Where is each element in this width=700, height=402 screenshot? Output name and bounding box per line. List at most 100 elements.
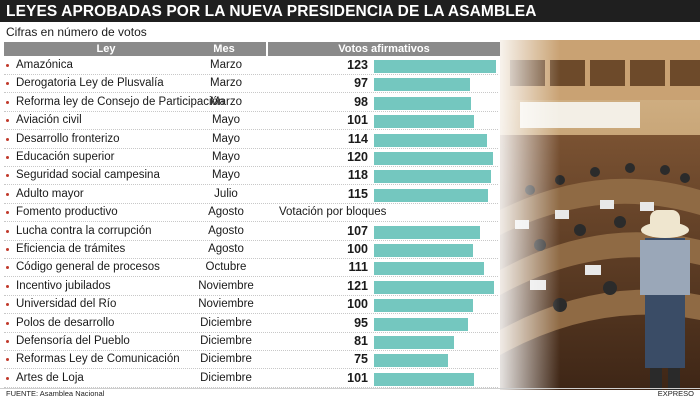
table-row: Incentivo jubilados Noviembre 121 (4, 278, 498, 296)
vote-count: 121 (347, 278, 368, 293)
law-name: Artes de Loja (16, 371, 84, 384)
law-name: Defensoría del Pueblo (16, 335, 130, 347)
month-label: Marzo (210, 77, 242, 90)
vote-bar (374, 336, 455, 349)
row-separator (4, 202, 498, 204)
vote-bar (374, 78, 471, 92)
row-separator (4, 221, 498, 223)
month-label: Agosto (208, 206, 244, 219)
vote-count: 120 (347, 150, 368, 164)
table-row: Eficiencia de trámites Agosto 100 (4, 241, 498, 259)
month-label: Mayo (211, 132, 241, 145)
vote-count: 118 (347, 168, 368, 183)
table-row: Amazónica Marzo 123 (4, 57, 498, 75)
vote-count: 100 (347, 242, 368, 256)
vote-count: 123 (347, 58, 368, 72)
row-separator (4, 239, 498, 241)
bullet-icon (6, 64, 9, 67)
month-label: Diciembre (200, 371, 252, 384)
vote-count: 97 (354, 76, 368, 91)
row-separator (4, 313, 498, 315)
law-name: Aviación civil (16, 114, 82, 127)
vote-count: 101 (347, 113, 368, 128)
table-row: Defensoría del Pueblo Diciembre 81 (4, 333, 498, 351)
vote-count: 98 (354, 94, 368, 109)
month-label: Marzo (210, 95, 242, 108)
bullet-icon (6, 284, 9, 288)
bullet-icon (6, 156, 9, 159)
month-label: Noviembre (198, 279, 254, 292)
bullet-icon (6, 174, 9, 178)
bullet-icon (6, 211, 9, 215)
vote-count: 100 (347, 297, 368, 312)
table-row: Artes de Loja Diciembre 101 (4, 370, 498, 388)
bullet-icon (6, 303, 9, 307)
month-label: Noviembre (198, 298, 254, 311)
bullet-icon (6, 100, 9, 104)
bullet-icon (6, 358, 9, 362)
table-row: Adulto mayor Julio 115 (4, 186, 498, 204)
brand-label: EXPRESO (657, 389, 694, 398)
vote-bar (374, 244, 474, 257)
bullet-icon (6, 82, 9, 86)
row-separator (4, 92, 498, 94)
vote-count: 81 (354, 334, 368, 348)
month-label: Diciembre (200, 353, 252, 366)
row-separator (4, 294, 498, 296)
table-row: Código general de procesos Octubre 111 (4, 259, 498, 278)
row-separator (4, 74, 498, 75)
bullet-icon (6, 192, 9, 196)
law-name: Adulto mayor (16, 187, 84, 200)
law-name: Reforma ley de Consejo de Participación (16, 95, 225, 108)
law-name: Código general de procesos (16, 261, 160, 274)
law-name: Educación superior (16, 151, 115, 163)
vote-bar (374, 152, 494, 165)
bullet-icon (6, 137, 9, 141)
table-row: Educación superior Mayo 120 (4, 149, 498, 167)
vote-count: 114 (347, 131, 368, 146)
table-row: Derogatoria Ley de Plusvalía Marzo 97 (4, 75, 498, 94)
chart-subtitle: Cifras en número de votos (6, 25, 147, 39)
vote-bar (374, 225, 481, 239)
table-row: Lucha contra la corrupción Agosto 107 (4, 223, 498, 241)
bullet-icon (6, 376, 9, 380)
law-name: Seguridad social campesina (16, 169, 160, 182)
vote-count: 101 (347, 370, 368, 385)
bullet-icon (6, 340, 9, 343)
law-name: Desarrollo fronterizo (16, 132, 120, 145)
month-label: Agosto (208, 224, 244, 237)
row-separator (4, 129, 498, 131)
law-name: Eficiencia de trámites (16, 243, 126, 255)
month-label: Diciembre (200, 316, 252, 329)
table-row: Reforma ley de Consejo de Participación M… (4, 94, 498, 112)
vote-bar (374, 60, 496, 73)
month-label: Mayo (211, 114, 241, 127)
bullet-icon (6, 229, 9, 233)
month-label: Mayo (211, 169, 241, 182)
month-label: Diciembre (200, 335, 252, 347)
bullet-icon (6, 321, 9, 325)
vote-note: Votación por bloques (279, 206, 387, 219)
row-separator (4, 368, 498, 370)
header-votes: Votos afirmativos (268, 42, 500, 56)
vote-bar (374, 354, 449, 368)
month-label: Marzo (210, 59, 242, 71)
month-label: Agosto (208, 243, 244, 255)
table-row: Reformas Ley de Comunicación Diciembre 75 (4, 351, 498, 370)
vote-count: 115 (347, 186, 368, 201)
row-separator (4, 110, 498, 112)
table-row: Fomento productivo Agosto Votación por blo… (4, 204, 498, 223)
row-separator (4, 258, 498, 259)
law-name: Amazónica (16, 59, 73, 71)
bullet-icon (6, 119, 9, 123)
row-separator (4, 276, 498, 278)
table-row: Polos de desarrollo Diciembre 95 (4, 315, 498, 333)
month-label: Julio (214, 187, 238, 200)
vote-bar (374, 188, 489, 202)
month-label: Octubre (205, 261, 247, 274)
law-name: Lucha contra la corrupción (16, 224, 152, 237)
table-row: Seguridad social campesina Mayo 118 (4, 167, 498, 186)
vote-count: 111 (348, 260, 368, 275)
law-name: Universidad del Río (16, 298, 117, 311)
month-label: Mayo (211, 151, 241, 163)
